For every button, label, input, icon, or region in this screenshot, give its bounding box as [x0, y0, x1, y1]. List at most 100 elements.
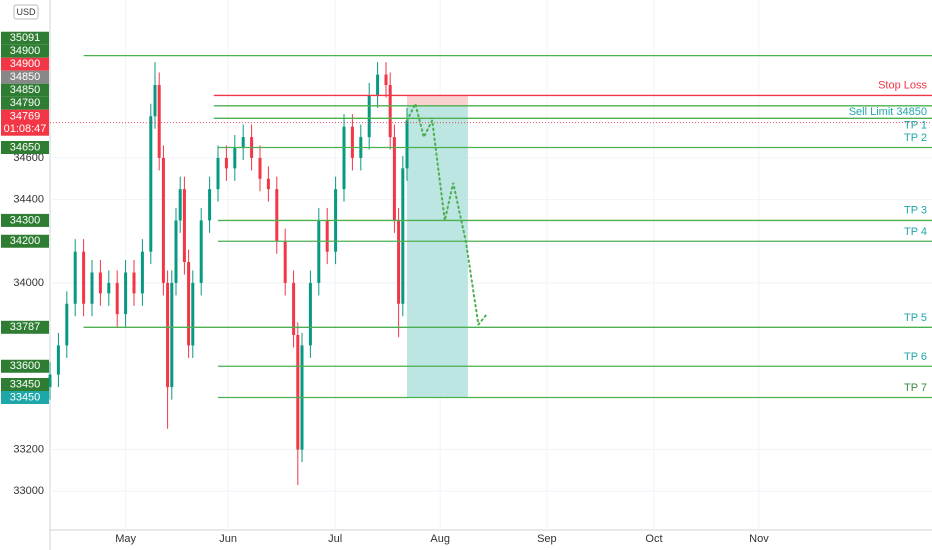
price-label: 34769	[10, 111, 41, 123]
candle-body	[153, 85, 157, 117]
candle-body	[73, 251, 77, 304]
zone	[407, 105, 468, 398]
candle-body	[392, 137, 396, 221]
price-label-box	[1, 378, 49, 391]
price-label-box	[1, 320, 49, 334]
annotation: TP 5	[904, 312, 927, 324]
annotation: TP 1	[904, 120, 927, 132]
y-tick-label: 34000	[13, 277, 44, 289]
candle-body	[115, 282, 119, 315]
x-tick-label: Jul	[328, 533, 342, 545]
price-label-box	[1, 83, 49, 97]
price-label: 34200	[10, 235, 41, 247]
candle-body	[82, 251, 86, 304]
zone	[407, 95, 468, 106]
price-label: 34790	[10, 97, 41, 109]
y-tick-label: 33000	[13, 485, 44, 497]
candle-body	[187, 262, 191, 346]
price-label: 33450	[10, 378, 41, 390]
candle-body	[317, 220, 321, 283]
candle-body	[56, 345, 60, 375]
price-label: 34850	[10, 84, 41, 96]
candle-body	[48, 374, 52, 388]
candle-body	[124, 272, 128, 315]
annotation: Sell Limit 34850	[849, 106, 927, 118]
x-tick-label: Sep	[537, 533, 557, 545]
price-label-box	[1, 109, 49, 136]
candle-body	[376, 74, 380, 96]
annotation: TP 6	[904, 351, 927, 363]
currency: USD	[16, 7, 36, 17]
candle-body	[401, 168, 405, 304]
candle-body	[296, 335, 300, 450]
candle-body	[384, 74, 388, 85]
candle-body	[98, 272, 102, 294]
price-label: 34850	[10, 71, 41, 83]
annotation: TP 4	[904, 226, 927, 238]
candle-body	[216, 157, 220, 190]
y-tick-label: 34600	[13, 152, 44, 164]
candle-body	[224, 157, 228, 169]
candle-body	[191, 282, 195, 346]
x-tick-label: Aug	[430, 533, 450, 545]
candle-body	[258, 157, 262, 179]
price-label: 33600	[10, 360, 41, 372]
x-tick-label: Oct	[645, 533, 662, 545]
x-tick-label: May	[115, 533, 136, 545]
candle-body	[342, 126, 346, 190]
price-label-box	[1, 141, 49, 154]
price-label: 34900	[10, 58, 41, 70]
price-label: 34900	[10, 45, 41, 57]
candle-body	[149, 116, 153, 252]
candle-body	[140, 251, 144, 294]
price-label-box	[1, 391, 49, 404]
price-label: 34650	[10, 141, 41, 153]
countdown: 01:08:47	[4, 123, 47, 135]
projection-path	[406, 100, 488, 327]
candle-body	[388, 85, 392, 138]
price-label: 35091	[10, 32, 41, 44]
y-tick-label: 33200	[13, 443, 44, 455]
candle-body	[208, 189, 212, 221]
x-tick-label: Nov	[749, 533, 769, 545]
candle-body	[241, 137, 245, 148]
annotation: Stop Loss	[878, 80, 927, 92]
candle-body	[174, 220, 178, 283]
annotation: TP 3	[904, 205, 927, 217]
candle-body	[107, 282, 111, 294]
candle-body	[233, 147, 237, 169]
price-label: 33450	[10, 391, 41, 403]
candle-body	[166, 282, 170, 388]
candle-body	[325, 220, 329, 252]
candle-body	[182, 189, 186, 263]
candle-body	[367, 95, 371, 138]
y-tick-label: 34400	[13, 193, 44, 205]
candle-body	[405, 120, 409, 169]
price-label-box	[1, 359, 49, 373]
price-label-box	[1, 70, 49, 84]
candle-body	[199, 220, 203, 283]
price-label: 33787	[10, 321, 41, 333]
candle-body	[397, 220, 401, 304]
candle-body	[292, 282, 296, 335]
candle-body	[157, 85, 161, 158]
annotation: TP 2	[904, 132, 927, 144]
price-label-box	[1, 213, 49, 227]
candle-body	[266, 178, 270, 190]
currency-box	[13, 4, 39, 20]
price-label-box	[1, 44, 49, 58]
candle-body	[283, 241, 287, 283]
price-label: 34300	[10, 214, 41, 226]
candle-body	[65, 303, 69, 346]
price-label-box	[1, 234, 49, 248]
x-tick-label: Jun	[219, 533, 237, 545]
candle-body	[161, 157, 165, 283]
candle-body	[275, 189, 279, 242]
candle-body	[170, 282, 174, 388]
price-label-box	[1, 57, 49, 71]
candle-body	[308, 282, 312, 346]
candle-body	[90, 272, 94, 304]
candle-body	[350, 126, 354, 158]
annotation: TP 7	[904, 382, 927, 394]
